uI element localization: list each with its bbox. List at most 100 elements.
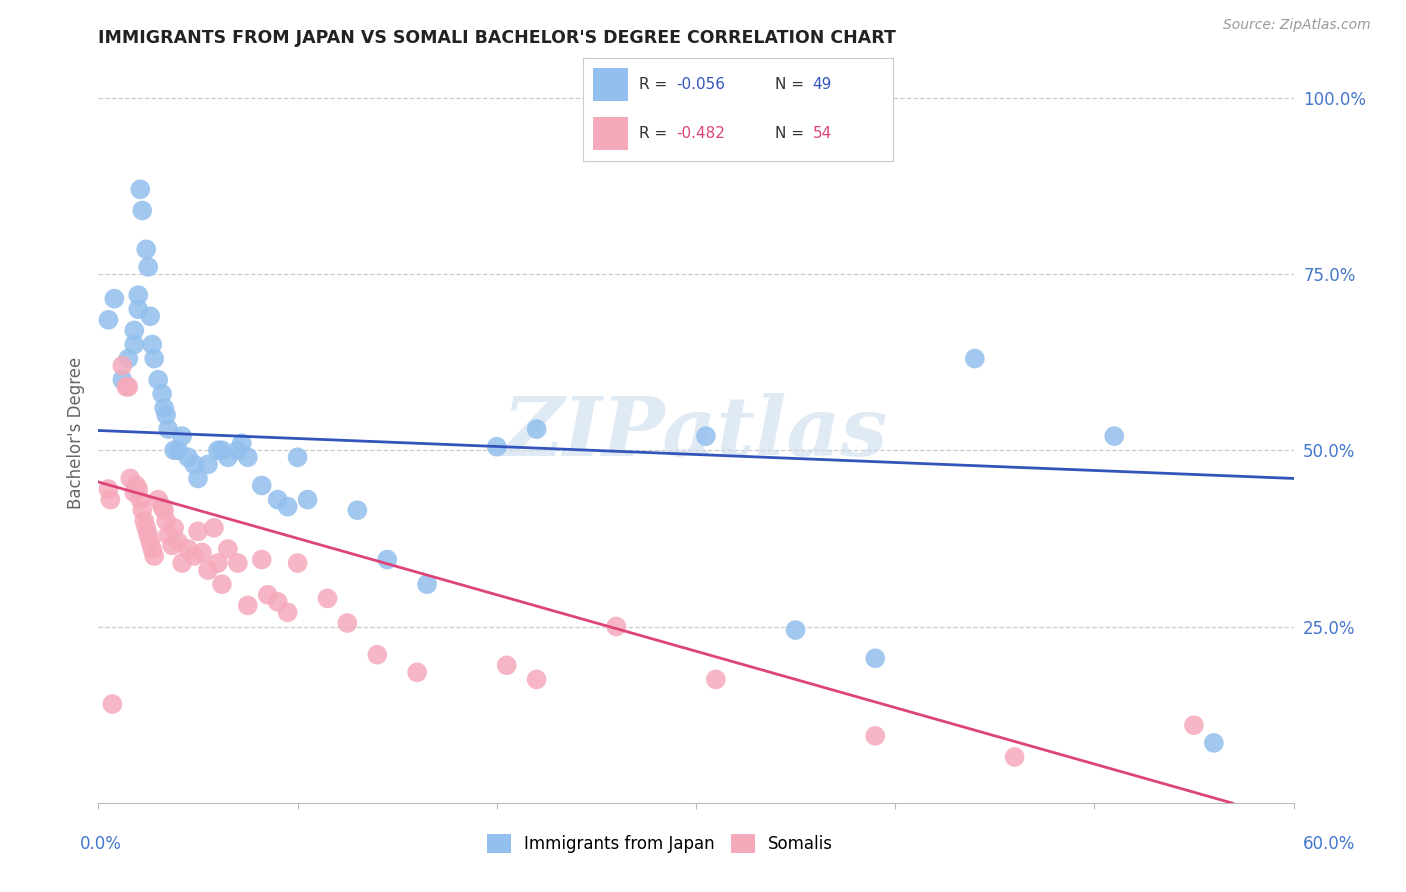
- Point: [157, 528, 180, 542]
- Point: [211, 443, 233, 458]
- Point: [148, 373, 170, 387]
- Point: [103, 292, 125, 306]
- Point: [865, 651, 887, 665]
- Point: [172, 556, 194, 570]
- Point: [211, 577, 233, 591]
- Point: [172, 429, 194, 443]
- Point: [111, 373, 134, 387]
- Point: [406, 665, 429, 680]
- Text: IMMIGRANTS FROM JAPAN VS SOMALI BACHELOR'S DEGREE CORRELATION CHART: IMMIGRANTS FROM JAPAN VS SOMALI BACHELOR…: [98, 29, 896, 47]
- Point: [150, 500, 173, 514]
- Point: [141, 541, 163, 556]
- Point: [1104, 429, 1126, 443]
- Point: [267, 595, 290, 609]
- Point: [150, 387, 173, 401]
- Point: [153, 401, 176, 415]
- Point: [139, 535, 162, 549]
- Point: [143, 549, 166, 563]
- Point: [148, 492, 170, 507]
- Point: [136, 528, 159, 542]
- Point: [125, 478, 148, 492]
- Point: [167, 535, 190, 549]
- Point: [111, 359, 134, 373]
- Point: [236, 450, 259, 465]
- Point: [167, 443, 190, 458]
- Point: [207, 443, 229, 458]
- Point: [117, 380, 139, 394]
- Point: [526, 673, 548, 687]
- Point: [143, 351, 166, 366]
- Point: [1182, 718, 1205, 732]
- Point: [1004, 750, 1026, 764]
- Point: [485, 440, 508, 454]
- Point: [163, 521, 186, 535]
- Point: [865, 729, 887, 743]
- Point: [115, 380, 138, 394]
- Point: [124, 323, 146, 337]
- Point: [226, 443, 249, 458]
- Y-axis label: Bachelor's Degree: Bachelor's Degree: [66, 357, 84, 508]
- Point: [141, 337, 163, 351]
- Point: [250, 552, 273, 566]
- Text: N =: N =: [775, 127, 808, 142]
- Point: [695, 429, 717, 443]
- FancyBboxPatch shape: [593, 69, 628, 101]
- Point: [197, 563, 219, 577]
- Point: [153, 503, 176, 517]
- Point: [202, 521, 225, 535]
- Point: [217, 450, 239, 465]
- Point: [226, 556, 249, 570]
- Point: [316, 591, 339, 606]
- Point: [416, 577, 439, 591]
- Text: -0.482: -0.482: [676, 127, 725, 142]
- Text: 0.0%: 0.0%: [80, 835, 122, 853]
- Point: [183, 549, 205, 563]
- Point: [277, 606, 299, 620]
- Point: [135, 242, 157, 256]
- Point: [177, 541, 200, 556]
- Point: [336, 615, 359, 630]
- Point: [117, 351, 139, 366]
- Point: [155, 408, 177, 422]
- Text: R =: R =: [640, 127, 672, 142]
- Legend: Immigrants from Japan, Somalis: Immigrants from Japan, Somalis: [479, 825, 841, 861]
- Point: [963, 351, 986, 366]
- Point: [704, 673, 727, 687]
- Point: [366, 648, 388, 662]
- Text: -0.056: -0.056: [676, 77, 725, 92]
- Point: [160, 538, 183, 552]
- Point: [605, 619, 627, 633]
- Point: [97, 313, 120, 327]
- Point: [785, 623, 807, 637]
- Point: [256, 588, 278, 602]
- Point: [134, 514, 156, 528]
- Point: [135, 521, 157, 535]
- Point: [157, 422, 180, 436]
- Point: [236, 599, 259, 613]
- Point: [131, 203, 153, 218]
- Point: [207, 556, 229, 570]
- Point: [231, 436, 253, 450]
- Point: [139, 310, 162, 324]
- Point: [155, 514, 177, 528]
- Point: [297, 492, 319, 507]
- Text: 49: 49: [813, 77, 832, 92]
- Point: [124, 337, 146, 351]
- Point: [129, 182, 152, 196]
- Point: [177, 450, 200, 465]
- Text: 60.0%: 60.0%: [1302, 835, 1355, 853]
- Point: [187, 471, 209, 485]
- Point: [131, 503, 153, 517]
- Point: [267, 492, 290, 507]
- Text: R =: R =: [640, 77, 672, 92]
- Point: [526, 422, 548, 436]
- Point: [191, 545, 214, 559]
- Point: [495, 658, 517, 673]
- Point: [287, 556, 309, 570]
- Point: [250, 478, 273, 492]
- Point: [127, 482, 149, 496]
- Point: [98, 492, 122, 507]
- Point: [127, 302, 149, 317]
- Point: [197, 458, 219, 472]
- Point: [277, 500, 299, 514]
